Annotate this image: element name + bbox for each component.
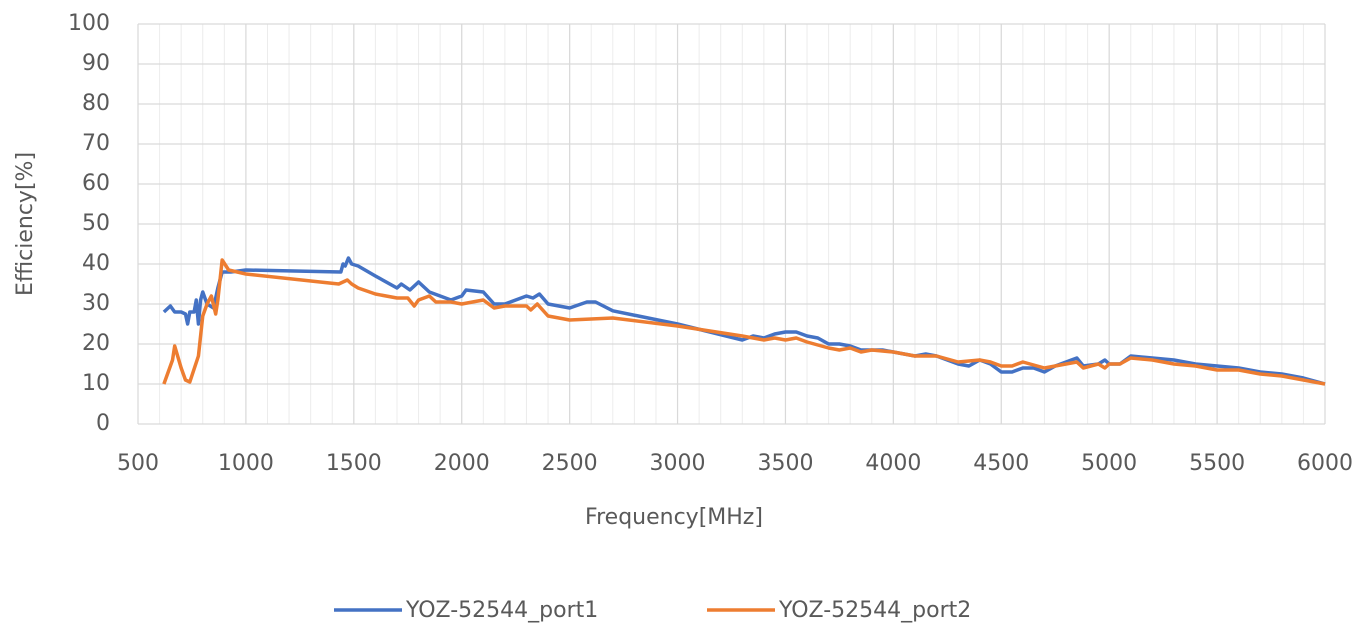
x-tick-label: 1000 (218, 451, 274, 476)
x-tick-label: 5500 (1189, 451, 1245, 476)
x-tick-label: 2000 (434, 451, 490, 476)
y-tick-label: 40 (82, 251, 110, 276)
y-tick-label: 30 (82, 291, 110, 316)
x-tick-label: 1500 (326, 451, 382, 476)
y-tick-label: 10 (82, 371, 110, 396)
y-axis-label: Efficiency[%] (13, 152, 38, 296)
y-tick-label: 80 (82, 91, 110, 116)
y-tick-label: 50 (82, 211, 110, 236)
y-tick-label: 90 (82, 51, 110, 76)
x-tick-label: 6000 (1297, 451, 1353, 476)
legend-label: YOZ-52544_port1 (405, 598, 598, 623)
series-line (162, 256, 1326, 386)
x-tick-label: 500 (117, 451, 159, 476)
y-tick-label: 20 (82, 331, 110, 356)
x-tick-label: 5000 (1081, 451, 1137, 476)
y-tick-label: 0 (96, 411, 110, 436)
x-tick-label: 3000 (650, 451, 706, 476)
y-tick-label: 70 (82, 131, 110, 156)
x-tick-label: 4500 (973, 451, 1029, 476)
y-tick-label: 60 (82, 171, 110, 196)
x-axis-label: Frequency[MHz] (585, 505, 763, 530)
series-line (162, 258, 1326, 386)
y-tick-label: 100 (68, 11, 110, 36)
x-tick-label: 4000 (865, 451, 921, 476)
x-tick-label: 2500 (542, 451, 598, 476)
x-tick-label: 3500 (757, 451, 813, 476)
legend-label: YOZ-52544_port2 (778, 598, 971, 623)
